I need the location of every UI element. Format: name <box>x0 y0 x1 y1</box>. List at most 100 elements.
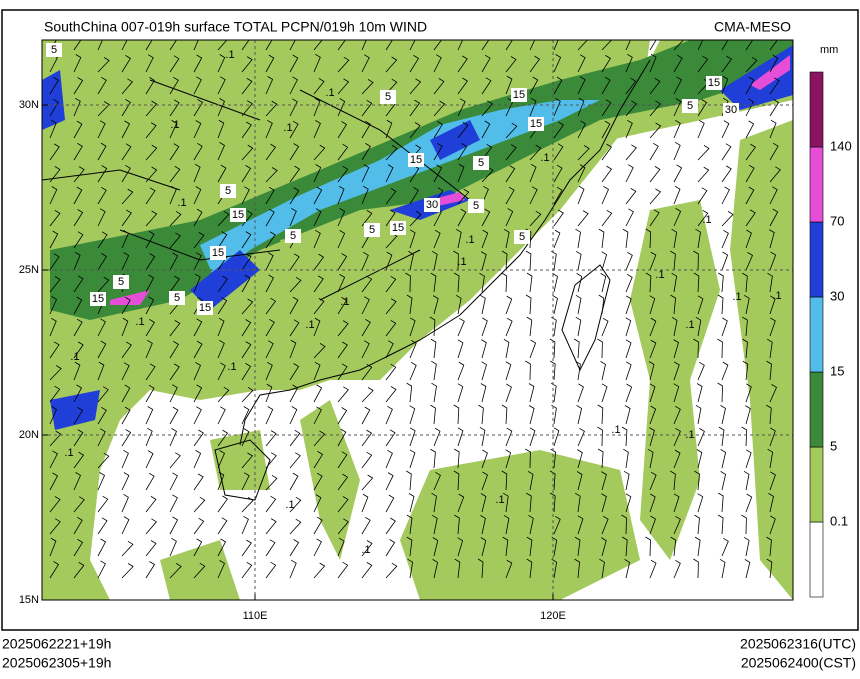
wind-barb <box>241 253 252 271</box>
wind-barb <box>193 562 206 579</box>
contour-label-bg <box>169 291 185 305</box>
wind-barb <box>313 472 323 491</box>
wind-barb <box>673 54 683 73</box>
contour-label: 5 <box>478 157 484 169</box>
lat-label: 20N <box>19 429 39 441</box>
wind-barb <box>406 514 413 535</box>
wind-barb <box>577 515 584 535</box>
wind-barb <box>73 407 84 425</box>
wind-barb <box>598 294 605 315</box>
wind-barb <box>337 451 348 469</box>
wind-barb <box>169 428 178 447</box>
wind-barb <box>409 211 422 227</box>
wind-barb <box>145 450 154 469</box>
wind-barb <box>673 119 681 139</box>
wind-barb <box>621 536 628 557</box>
wind-barb <box>526 316 533 337</box>
wind-barb <box>454 514 460 535</box>
wind-barb <box>601 120 611 139</box>
wind-barb <box>505 361 512 381</box>
wind-barb <box>553 143 564 161</box>
wind-barb <box>769 251 777 271</box>
wind-barb <box>721 120 730 139</box>
wind-barb <box>49 276 61 293</box>
wind-barb <box>73 77 84 95</box>
wind-barb <box>601 186 610 205</box>
contour-label-bg <box>511 88 527 102</box>
wind-barb <box>625 273 633 293</box>
wind-barb <box>265 274 275 293</box>
wind-barb <box>649 40 657 51</box>
contour-label: 5 <box>519 231 525 243</box>
wind-barb <box>217 450 226 469</box>
wind-barb <box>553 54 562 73</box>
wind-barb <box>457 493 465 513</box>
colorbar-segment <box>809 71 824 148</box>
contour-label: .1 <box>227 361 236 373</box>
wind-barb <box>697 99 708 117</box>
wind-barb <box>480 294 486 315</box>
wind-barb <box>241 561 253 579</box>
wind-barb <box>481 339 487 359</box>
wind-barb <box>670 250 676 271</box>
wind-barb <box>673 405 681 425</box>
wind-barb <box>745 186 755 205</box>
wind-barb <box>409 122 421 139</box>
contour-label-bg <box>390 221 406 235</box>
wind-barb <box>645 228 652 249</box>
colorbar: 0.1 5 15 30 70 140 mm <box>809 44 852 598</box>
contour-label-bg <box>723 103 739 117</box>
wind-barb <box>169 40 177 51</box>
wind-barb <box>361 79 374 95</box>
wind-barb <box>649 122 662 139</box>
wind-barb <box>597 338 603 359</box>
wind-barb <box>625 208 634 227</box>
wind-barb <box>241 497 254 513</box>
wind-barb <box>337 428 347 447</box>
wind-barb <box>625 40 631 51</box>
wind-barb <box>769 119 777 139</box>
wind-barb <box>97 57 110 73</box>
wind-barb <box>361 164 370 183</box>
wind-barb <box>121 188 134 205</box>
wind-barb <box>481 120 491 139</box>
wind-barb <box>601 143 612 161</box>
contour-label: 5 <box>174 292 180 304</box>
wind-barb <box>97 361 105 381</box>
wind-barb <box>745 120 755 139</box>
wind-barb <box>193 99 204 117</box>
wind-barb <box>337 230 346 249</box>
wind-barb <box>769 208 779 227</box>
wind-barb <box>717 514 724 535</box>
wind-barb <box>97 165 108 183</box>
wind-barb <box>145 230 155 249</box>
wind-barb <box>361 363 373 381</box>
wind-barb <box>385 494 395 513</box>
colorbar-label: 0.1 <box>830 513 848 528</box>
wind-barb <box>742 338 748 359</box>
wind-barb <box>241 539 252 557</box>
contour-label: 5 <box>51 44 57 56</box>
wind-barb <box>337 537 345 557</box>
wind-barb <box>697 119 705 139</box>
wind-barb <box>501 404 508 425</box>
wind-barb <box>743 470 750 491</box>
contour-label-bg <box>364 223 380 237</box>
wind-barb <box>337 473 349 491</box>
wind-barb <box>718 426 725 447</box>
wind-barb <box>169 99 180 117</box>
wind-barb <box>454 558 461 579</box>
wind-barb <box>385 145 398 161</box>
wind-barb <box>169 166 181 183</box>
wind-barb <box>480 515 486 535</box>
wind-barb <box>457 361 465 381</box>
wind-barb <box>337 561 349 579</box>
wind-barb <box>49 98 59 117</box>
wind-barb <box>405 272 411 293</box>
wind-barb <box>385 517 396 535</box>
wind-barb <box>241 515 249 535</box>
wind-barb <box>97 120 106 139</box>
wind-barb <box>505 186 515 205</box>
wind-barb <box>505 559 513 579</box>
wind-barb <box>766 338 773 359</box>
